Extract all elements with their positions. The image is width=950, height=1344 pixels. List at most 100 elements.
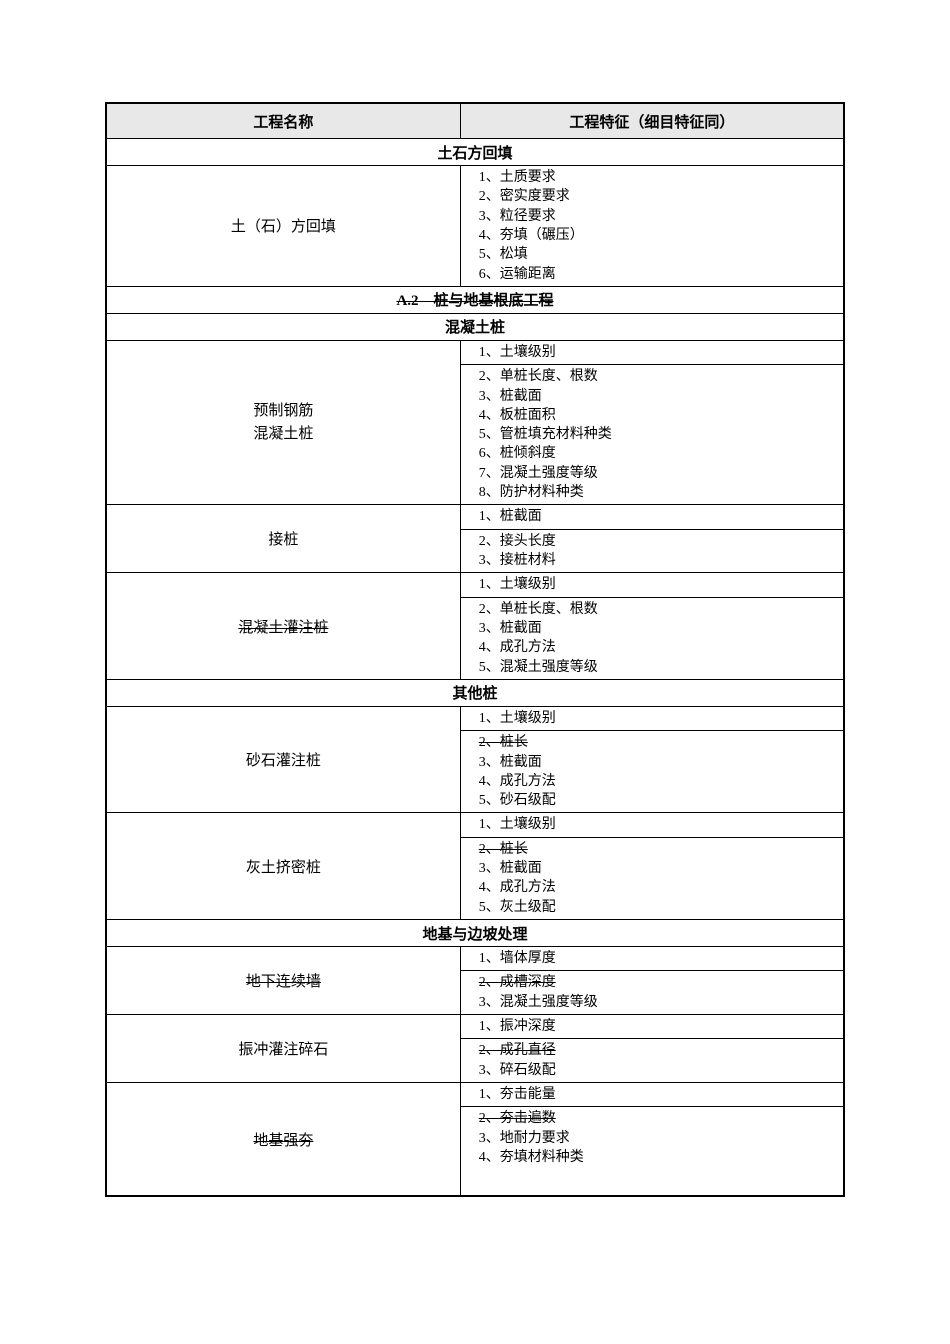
feature-item: 8、防护材料种类 (479, 483, 843, 502)
feature-cell-top: 1、夯击能量 (460, 1082, 844, 1106)
feature-item: 3、桩截面 (479, 859, 843, 878)
header-row: 工程名称工程特征（细目特征同） (106, 103, 844, 139)
feature-item: 5、混凝土强度等级 (479, 658, 843, 677)
feature-cell: 2、单桩长度、根数3、桩截面4、成孔方法5、混凝土强度等级 (460, 597, 844, 679)
feature-item: 1、振冲深度 (479, 1017, 843, 1036)
feature-item: 4、夯填（碾压） (479, 226, 843, 245)
feature-item: 3、地耐力要求 (479, 1129, 843, 1148)
feature-cell: 2、成槽深度3、混凝土强度等级 (460, 971, 844, 1015)
table-row: 砂石灌注桩1、土壤级别 (106, 706, 844, 730)
section-row: 混凝土桩 (106, 313, 844, 340)
section-row: 地基与边坡处理 (106, 920, 844, 947)
feature-list: 2、单桩长度、根数3、桩截面4、成孔方法5、混凝土强度等级 (479, 598, 843, 679)
section-title: A.2 桩与地基根底工程 (106, 286, 844, 313)
feature-item: 1、土壤级别 (479, 343, 843, 362)
row-name: 砂石灌注桩 (246, 749, 321, 770)
feature-cell-top: 1、土壤级别 (460, 813, 844, 837)
feature-item: 3、桩截面 (479, 387, 843, 406)
feature-cell: 2、桩长3、桩截面4、成孔方法5、砂石级配 (460, 731, 844, 813)
feature-list: 1、振冲深度 (479, 1015, 843, 1038)
row-name-cell: 灰土挤密桩 (106, 813, 460, 920)
feature-item: 2、密实度要求 (479, 187, 843, 206)
section-row: 其他桩 (106, 679, 844, 706)
row-name-cell: 接桩 (106, 505, 460, 573)
row-name: 预制钢筋混凝土桩 (253, 400, 313, 445)
section-title: 混凝土桩 (106, 313, 844, 340)
feature-list: 1、土壤级别 (479, 341, 843, 364)
feature-item: 2、桩长 (479, 840, 843, 859)
feature-item: 1、土壤级别 (479, 575, 843, 594)
feature-item: 4、夯填材料种类 (479, 1148, 843, 1167)
feature-list: 1、土壤级别 (479, 573, 843, 596)
feature-item: 6、运输距离 (479, 265, 843, 284)
feature-list: 2、桩长3、桩截面4、成孔方法5、灰土级配 (479, 838, 843, 919)
feature-item: 3、粒径要求 (479, 207, 843, 226)
page: 工程名称工程特征（细目特征同）土石方回填土（石）方回填 1、土质要求2、密实度要求… (0, 0, 950, 1344)
feature-cell-top: 1、土壤级别 (460, 340, 844, 364)
feature-item: 1、桩截面 (479, 507, 843, 526)
feature-cell-top: 1、墙体厚度 (460, 947, 844, 971)
row-name-cell: 混凝土灌注桩 (106, 573, 460, 680)
feature-item: 4、成孔方法 (479, 878, 843, 897)
feature-cell: 2、夯击遍数3、地耐力要求4、夯填材料种类 (460, 1107, 844, 1196)
feature-item: 3、桩截面 (479, 619, 843, 638)
feature-item: 4、成孔方法 (479, 638, 843, 657)
table-row: 混凝土灌注桩1、土壤级别 (106, 573, 844, 597)
feature-list: 2、桩长3、桩截面4、成孔方法5、砂石级配 (479, 731, 843, 812)
feature-item: 3、桩截面 (479, 753, 843, 772)
feature-item: 2、单桩长度、根数 (479, 600, 843, 619)
feature-cell: 2、接头长度3、接桩材料 (460, 529, 844, 573)
feature-list: 2、接头长度3、接桩材料 (479, 530, 843, 573)
spec-table: 工程名称工程特征（细目特征同）土石方回填土（石）方回填 1、土质要求2、密实度要求… (105, 102, 845, 1197)
row-name-cell: 砂石灌注桩 (106, 706, 460, 813)
section-row: A.2 桩与地基根底工程 (106, 286, 844, 313)
feature-item: 2、桩长 (479, 733, 843, 752)
feature-item: 2、接头长度 (479, 532, 843, 551)
feature-list: 1、土质要求2、密实度要求3、粒径要求4、夯填（碾压）5、松填6、运输距离 (479, 166, 843, 286)
row-name: 地基强夯 (253, 1129, 313, 1150)
table-row: 地下连续墙1、墙体厚度 (106, 947, 844, 971)
section-row: 土石方回填 (106, 139, 844, 166)
header-name: 工程名称 (106, 103, 460, 139)
feature-item: 1、土壤级别 (479, 709, 843, 728)
feature-item: 7、混凝土强度等级 (479, 464, 843, 483)
row-name: 地下连续墙 (246, 970, 321, 991)
table-row: 预制钢筋混凝土桩1、土壤级别 (106, 340, 844, 364)
feature-item: 5、管桩填充材料种类 (479, 425, 843, 444)
feature-cell-top: 1、土壤级别 (460, 573, 844, 597)
feature-item: 5、灰土级配 (479, 898, 843, 917)
row-name: 振冲灌注碎石 (238, 1038, 328, 1059)
row-name-cell: 振冲灌注碎石 (106, 1014, 460, 1082)
feature-item: 1、夯击能量 (479, 1085, 843, 1104)
feature-cell-top: 1、桩截面 (460, 505, 844, 529)
feature-item: 6、桩倾斜度 (479, 444, 843, 463)
feature-list: 1、土壤级别 (479, 813, 843, 836)
header-feat: 工程特征（细目特征同） (460, 103, 844, 139)
feature-list: 2、成槽深度3、混凝土强度等级 (479, 971, 843, 1014)
feature-cell: 2、成孔直径3、碎石级配 (460, 1039, 844, 1083)
feature-item: 2、夯击遍数 (479, 1109, 843, 1128)
row-name: 混凝土灌注桩 (238, 616, 328, 637)
feature-item: 3、接桩材料 (479, 551, 843, 570)
section-title: 地基与边坡处理 (106, 920, 844, 947)
table-row: 灰土挤密桩1、土壤级别 (106, 813, 844, 837)
feature-item: 2、成孔直径 (479, 1041, 843, 1060)
row-name: 接桩 (268, 528, 298, 549)
feature-item: 3、混凝土强度等级 (479, 993, 843, 1012)
row-name: 灰土挤密桩 (246, 856, 321, 877)
section-title: 其他桩 (106, 679, 844, 706)
feature-item: 2、单桩长度、根数 (479, 367, 843, 386)
feature-item: 2、成槽深度 (479, 973, 843, 992)
row-name-cell: 地基强夯 (106, 1082, 460, 1196)
feature-cell: 2、单桩长度、根数3、桩截面4、板桩面积5、管桩填充材料种类6、桩倾斜度7、混凝… (460, 365, 844, 505)
feature-cell-top: 1、土壤级别 (460, 706, 844, 730)
row-name: 土（石）方回填 (231, 215, 336, 236)
feature-item: 5、松填 (479, 245, 843, 264)
feature-cell: 2、桩长3、桩截面4、成孔方法5、灰土级配 (460, 837, 844, 919)
feature-list: 1、土壤级别 (479, 707, 843, 730)
feature-list: 1、夯击能量 (479, 1083, 843, 1106)
feature-item: 1、墙体厚度 (479, 949, 843, 968)
feature-item: 4、板桩面积 (479, 406, 843, 425)
feature-item: 1、土壤级别 (479, 815, 843, 834)
feature-item: 3、碎石级配 (479, 1061, 843, 1080)
